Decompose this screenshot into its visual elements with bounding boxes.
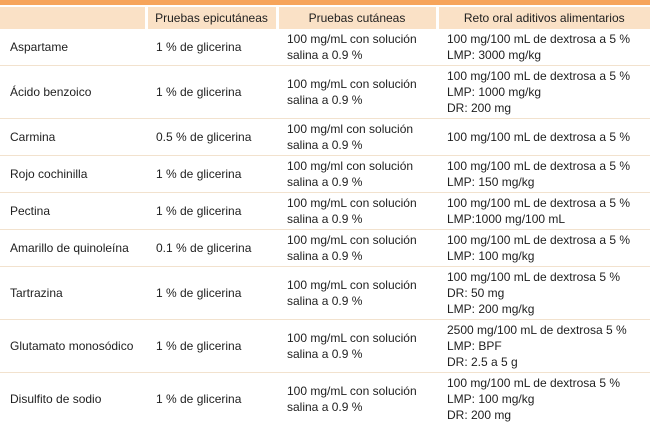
cutanea-line: 100 mg/mL con solución	[287, 278, 417, 292]
cutanea-line: 100 mg/ml con solución	[287, 159, 414, 173]
cutanea-line: salina a 0.9 %	[287, 175, 363, 189]
reto-oral-cell: 100 mg/100 mL de dextrosa a 5 % LMP: 150 …	[437, 155, 650, 193]
cutanea-line: 100 mg/mL con solución	[287, 77, 417, 91]
prueba-epicutanea-cell: 1 % de glicerina	[146, 192, 277, 230]
reto-oral-line: DR: 50 mg	[447, 286, 505, 300]
cutanea-line: 100 mg/mL con solución	[287, 331, 417, 345]
cutanea-line: salina a 0.9 %	[287, 48, 363, 62]
prueba-cutanea-cell: 100 mg/ml con solución salina a 0.9 %	[277, 155, 437, 193]
reto-oral-line: LMP: 3000 mg/kg	[447, 48, 542, 62]
prueba-cutanea-cell: 100 mg/mL con solución salina a 0.9 %	[277, 192, 437, 230]
reto-oral-line: 100 mg/100 mL de dextrosa a 5 %	[447, 130, 630, 144]
reto-oral-cell: 100 mg/100 mL de dextrosa a 5 % LMP: 100 …	[437, 229, 650, 267]
prueba-cutanea-cell: 100 mg/mL con solución salina a 0.9 %	[277, 373, 437, 426]
substance-name-cell: Carmina	[0, 118, 146, 156]
food-additives-table: Pruebas epicutáneas Pruebas cutáneas Ret…	[0, 7, 650, 425]
cutanea-line: salina a 0.9 %	[287, 138, 363, 152]
reto-oral-cell: 100 mg/100 mL de dextrosa 5 % LMP: 100 mg…	[437, 373, 650, 426]
reto-oral-line: 100 mg/100 mL de dextrosa 5 %	[447, 376, 620, 390]
prueba-epicutanea-cell: 1 % de glicerina	[146, 319, 277, 373]
table-row: Ácido benzoico 1 % de glicerina 100 mg/mL …	[0, 65, 650, 119]
prueba-epicutanea-cell: 0.1 % de glicerina	[146, 229, 277, 267]
prueba-cutanea-cell: 100 mg/mL con solución salina a 0.9 %	[277, 229, 437, 267]
cutanea-line: 100 mg/ml con solución	[287, 122, 414, 136]
header-cell-reto-oral: Reto oral aditivos alimentarios	[435, 7, 650, 29]
cutanea-line: salina a 0.9 %	[287, 249, 363, 263]
reto-oral-line: 100 mg/100 mL de dextrosa a 5 %	[447, 69, 630, 83]
substance-name-cell: Ácido benzoico	[0, 65, 146, 119]
table-row: Tartrazina 1 % de glicerina 100 mg/mL con …	[0, 266, 650, 320]
reto-oral-cell: 100 mg/100 mL de dextrosa a 5 % LMP: 1000…	[437, 65, 650, 119]
reto-oral-line: DR: 200 mg	[447, 408, 512, 422]
substance-name-cell: Rojo cochinilla	[0, 155, 146, 193]
prueba-cutanea-cell: 100 mg/mL con solución salina a 0.9 %	[277, 65, 437, 119]
reto-oral-line: LMP: 100 mg/kg	[447, 392, 535, 406]
header-cell-substance	[0, 7, 146, 29]
reto-oral-cell: 100 mg/100 mL de dextrosa 5 % DR: 50 mg LM…	[437, 266, 650, 320]
table-row: Glutamato monosódico 1 % de glicerina 100 …	[0, 319, 650, 373]
reto-oral-line: DR: 2.5 a 5 g	[447, 355, 518, 369]
header-cell-pruebas-epicutaneas: Pruebas epicutáneas	[144, 7, 277, 29]
table-row: Rojo cochinilla 1 % de glicerina 100 mg/ml…	[0, 155, 650, 193]
substance-name-cell: Amarillo de quinoleína	[0, 229, 146, 267]
cutanea-line: salina a 0.9 %	[287, 93, 363, 107]
reto-oral-cell: 100 mg/100 mL de dextrosa a 5 % LMP:1000 …	[437, 192, 650, 230]
cutanea-line: salina a 0.9 %	[287, 347, 363, 361]
reto-oral-line: 100 mg/100 mL de dextrosa a 5 %	[447, 159, 630, 173]
substance-name-cell: Aspartame	[0, 29, 146, 66]
prueba-cutanea-cell: 100 mg/mL con solución salina a 0.9 %	[277, 319, 437, 373]
reto-oral-line: LMP:1000 mg/100 mL	[447, 212, 566, 226]
header-row: Pruebas epicutáneas Pruebas cutáneas Ret…	[0, 7, 650, 29]
reto-oral-line: LMP: 150 mg/kg	[447, 175, 535, 189]
reto-oral-line: DR: 200 mg	[447, 101, 512, 115]
prueba-epicutanea-cell: 1 % de glicerina	[156, 392, 242, 406]
reto-oral-line: LMP: BPF	[447, 339, 502, 353]
reto-oral-line: LMP: 100 mg/kg	[447, 249, 535, 263]
cutanea-line: 100 mg/mL con solución	[287, 196, 417, 210]
table-row: Pectina 1 % de glicerina 100 mg/mL con sol…	[0, 192, 650, 230]
prueba-epicutanea-cell: 1 % de glicerina	[146, 155, 277, 193]
table-row: Disulfito de sodio 1 % de glicerina 100 mg…	[0, 373, 650, 426]
substance-name-cell: Tartrazina	[0, 266, 146, 320]
reto-oral-line: 100 mg/100 mL de dextrosa a 5 %	[447, 32, 630, 46]
reto-oral-line: LMP: 200 mg/kg	[447, 302, 535, 316]
prueba-epicutanea-cell: 1 % de glicerina	[146, 266, 277, 320]
reto-oral-line: LMP: 1000 mg/kg	[447, 85, 542, 99]
reto-oral-line: 100 mg/100 mL de dextrosa 5 %	[447, 270, 620, 284]
prueba-cutanea-cell: 100 mg/ml con solución salina a 0.9 %	[277, 118, 437, 156]
reto-oral-line: 100 mg/100 mL de dextrosa a 5 %	[447, 196, 630, 210]
table-row: Carmina 0.5 % de glicerina 100 mg/ml con s…	[0, 118, 650, 156]
cutanea-line: 100 mg/mL con solución	[287, 233, 417, 247]
substance-name-cell: Pectina	[0, 192, 146, 230]
prueba-epicutanea-cell: 1 % de glicerina	[146, 65, 277, 119]
prueba-epicutanea-cell: 1 % de glicerina	[146, 29, 277, 66]
reto-oral-line: 100 mg/100 mL de dextrosa a 5 %	[447, 233, 630, 247]
reto-oral-line: 2500 mg/100 mL de dextrosa 5 %	[447, 323, 627, 337]
cutanea-line: 100 mg/mL con solución	[287, 32, 417, 46]
reto-oral-cell: 100 mg/100 mL de dextrosa a 5 %	[437, 118, 650, 156]
reto-oral-cell: 2500 mg/100 mL de dextrosa 5 % LMP: BPF DR…	[437, 319, 650, 373]
table-row: Aspartame 1 % de glicerina 100 mg/mL con s…	[0, 29, 650, 66]
cutanea-line: 100 mg/mL con solución	[287, 384, 417, 398]
substance-name-cell: Disulfito de sodio	[10, 392, 102, 406]
prueba-epicutanea-cell: 0.5 % de glicerina	[146, 118, 277, 156]
substance-name-cell: Glutamato monosódico	[0, 319, 146, 373]
cutanea-line: salina a 0.9 %	[287, 294, 363, 308]
table-body: Aspartame 1 % de glicerina 100 mg/mL con s…	[0, 29, 650, 425]
cutanea-line: salina a 0.9 %	[287, 400, 363, 414]
table-row: Amarillo de quinoleína 0.1 % de glicerina…	[0, 229, 650, 267]
prueba-cutanea-cell: 100 mg/mL con solución salina a 0.9 %	[277, 266, 437, 320]
reto-oral-cell: 100 mg/100 mL de dextrosa a 5 % LMP: 3000…	[437, 29, 650, 66]
header-cell-pruebas-cutaneas: Pruebas cutáneas	[275, 7, 437, 29]
table-top-accent-bar	[0, 0, 650, 5]
prueba-cutanea-cell: 100 mg/mL con solución salina a 0.9 %	[277, 29, 437, 66]
cutanea-line: salina a 0.9 %	[287, 212, 363, 226]
